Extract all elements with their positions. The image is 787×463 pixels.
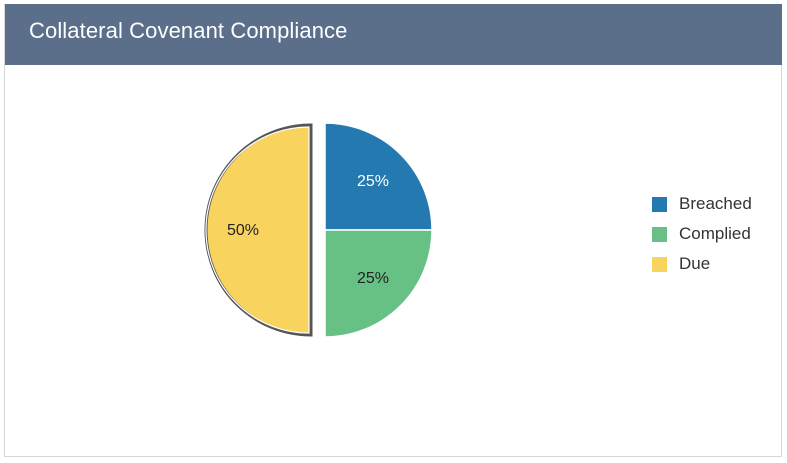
legend-item-complied[interactable]: Complied (652, 219, 752, 249)
legend-label: Breached (679, 194, 752, 213)
chart-legend: Breached Complied Due (652, 189, 752, 279)
card-title: Collateral Covenant Compliance (29, 18, 348, 43)
legend-swatch-due (652, 256, 667, 272)
slice-breached[interactable] (324, 122, 433, 231)
legend-label: Complied (679, 224, 751, 243)
slice-label-breached: 25% (357, 173, 389, 190)
legend-swatch-breached (652, 196, 667, 212)
slice-label-due: 50% (227, 222, 259, 239)
slice-complied[interactable] (324, 229, 433, 338)
card-header: Collateral Covenant Compliance (5, 4, 782, 65)
legend-label: Due (679, 254, 711, 273)
legend-item-due[interactable]: Due (652, 249, 752, 279)
legend-swatch-complied (652, 226, 667, 242)
legend-item-breached[interactable]: Breached (652, 189, 752, 219)
slice-label-complied: 25% (357, 270, 389, 287)
slice-due-inner-stroke (205, 126, 310, 334)
